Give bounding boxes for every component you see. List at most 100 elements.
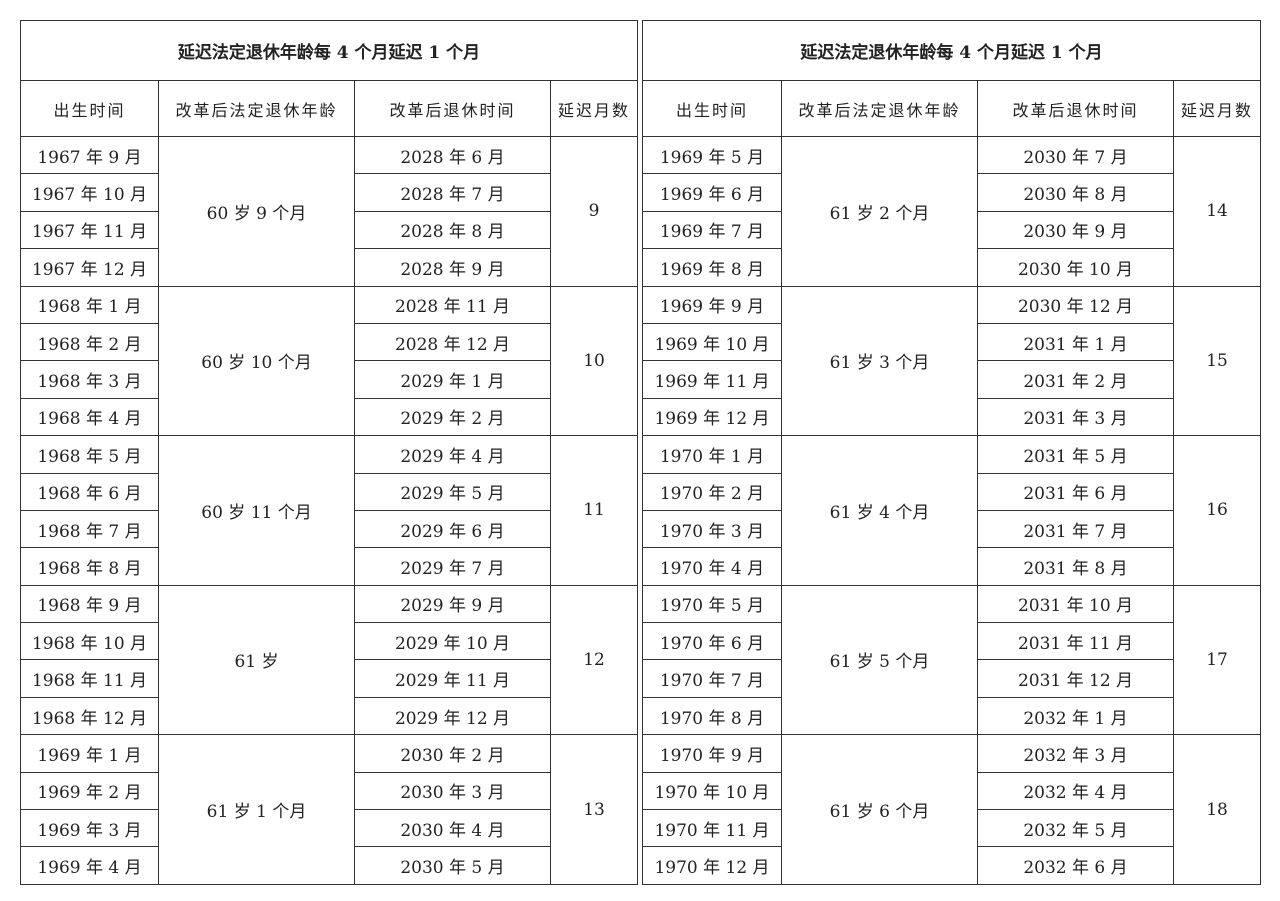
delay-months-cell: 14	[1172, 136, 1262, 287]
table-row: 1969 年 11 月 2031 年 2 月	[642, 360, 1261, 399]
retirement-date-cell: 2028 年 6 月	[354, 135, 551, 175]
birth-date-cell: 1970 年 6 月	[642, 622, 782, 661]
retirement-table-right: 延迟法定退休年龄每 4 个月延迟 1 个月 出生时间 改革后法定退休年龄 改革后退休时…	[641, 20, 1262, 885]
retirement-table-left: 延迟法定退休年龄每 4 个月延迟 1 个月 出生时间 改革后法定退休年龄 改革后退休时…	[19, 20, 639, 885]
table-title: 延迟法定退休年龄每 4 个月延迟 1 个月	[19, 20, 639, 81]
retirement-date-cell: 2031 年 10 月	[977, 584, 1174, 624]
retirement-age-cell: 60 岁 11 个月	[158, 435, 355, 586]
delay-months-cell: 10	[549, 285, 639, 437]
retirement-age-cell: 61 岁	[158, 584, 355, 736]
birth-date-cell: 1969 年 12 月	[642, 397, 782, 437]
birth-date-cell: 1969 年 6 月	[642, 173, 782, 212]
retirement-date-cell: 2029 年 4 月	[354, 435, 551, 474]
table-row: 1969 年 1 月 61 岁 1 个月 2030 年 2 月 13	[20, 734, 639, 885]
table-row: 1970 年 1 月 61 岁 4 个月 2031 年 5 月 16	[642, 435, 1262, 586]
table-row: 1969 年 9 月 61 岁 3 个月 2030 年 12 月 15	[642, 285, 1262, 437]
table-row: 1970 年 6 月 2031 年 11 月	[642, 622, 1261, 661]
table-row: 1968 年 8 月 2029 年 7 月	[20, 547, 638, 586]
birth-date-cell: 1969 年 3 月	[20, 809, 159, 848]
birth-date-cell: 1968 年 1 月	[20, 285, 159, 324]
table-row: 1968 年 6 月 2029 年 5 月	[20, 472, 638, 511]
birth-date-cell: 1969 年 9 月	[642, 285, 782, 324]
table-row: 1970 年 12 月 2032 年 6 月	[642, 846, 1261, 885]
retirement-date-cell: 2031 年 6 月	[977, 472, 1174, 511]
retirement-date-cell: 2031 年 5 月	[977, 435, 1174, 474]
retirement-date-cell: 2029 年 2 月	[354, 397, 551, 437]
birth-date-cell: 1970 年 7 月	[642, 659, 782, 698]
birth-date-cell: 1970 年 10 月	[642, 771, 782, 811]
delay-months-cell: 13	[549, 734, 639, 885]
retirement-date-cell: 2032 年 5 月	[977, 809, 1174, 848]
birth-date-cell: 1970 年 9 月	[642, 734, 782, 773]
retirement-date-cell: 2028 年 9 月	[354, 248, 551, 287]
birth-date-cell: 1967 年 11 月	[20, 210, 159, 250]
retirement-date-cell: 2030 年 12 月	[977, 285, 1174, 324]
birth-date-cell: 1970 年 8 月	[642, 696, 782, 736]
retirement-date-cell: 2030 年 8 月	[977, 173, 1174, 212]
birth-date-cell: 1969 年 11 月	[642, 360, 782, 399]
birth-date-cell: 1968 年 7 月	[20, 509, 159, 549]
retirement-date-cell: 2029 年 9 月	[354, 584, 551, 624]
birth-date-header: 出生时间	[20, 80, 159, 137]
birth-date-header: 出生时间	[642, 80, 782, 137]
table-row: 1970 年 4 月 2031 年 8 月	[642, 547, 1261, 586]
retirement-age-cell: 61 岁 1 个月	[158, 734, 355, 885]
table-row: 1968 年 11 月 2029 年 11 月	[20, 659, 638, 698]
birth-date-cell: 1970 年 3 月	[642, 509, 782, 549]
birth-date-cell: 1969 年 5 月	[642, 135, 782, 175]
table-row: 1970 年 7 月 2031 年 12 月	[642, 659, 1261, 698]
retirement-age-cell: 60 岁 10 个月	[158, 285, 355, 437]
delay-months-cell: 11	[549, 435, 639, 586]
birth-date-cell: 1968 年 9 月	[20, 584, 159, 624]
table-title: 延迟法定退休年龄每 4 个月延迟 1 个月	[641, 20, 1262, 81]
table-row: 1969 年 8 月 2030 年 10 月	[642, 248, 1261, 287]
birth-date-cell: 1968 年 3 月	[20, 360, 159, 399]
retirement-age-cell: 61 岁 5 个月	[781, 584, 978, 736]
retirement-age-header: 改革后法定退休年龄	[781, 80, 978, 137]
birth-date-cell: 1969 年 2 月	[20, 771, 159, 811]
retirement-date-cell: 2029 年 12 月	[354, 696, 551, 736]
birth-date-cell: 1968 年 8 月	[20, 547, 159, 586]
birth-date-cell: 1970 年 11 月	[642, 809, 782, 848]
birth-date-cell: 1969 年 7 月	[642, 210, 782, 250]
retirement-date-cell: 2031 年 7 月	[977, 509, 1174, 549]
birth-date-cell: 1969 年 4 月	[20, 846, 159, 885]
table-row: 1968 年 9 月 61 岁 2029 年 9 月 12	[20, 584, 639, 736]
retirement-date-cell: 2030 年 4 月	[354, 809, 551, 848]
delay-months-cell: 9	[549, 136, 639, 287]
table-row: 1970 年 5 月 61 岁 5 个月 2031 年 10 月 17	[642, 584, 1262, 736]
retirement-date-cell: 2031 年 11 月	[977, 622, 1174, 661]
table-row: 1970 年 3 月 2031 年 7 月	[642, 509, 1261, 549]
retirement-date-cell: 2029 年 11 月	[354, 659, 551, 698]
delay-months-header: 延迟月数	[1172, 80, 1262, 137]
retirement-date-cell: 2032 年 3 月	[977, 734, 1174, 773]
retirement-date-cell: 2031 年 12 月	[977, 659, 1174, 698]
birth-date-cell: 1968 年 5 月	[20, 435, 159, 474]
table-row: 1969 年 12 月 2031 年 3 月	[642, 397, 1261, 437]
retirement-date-cell: 2030 年 10 月	[977, 248, 1174, 287]
table-row: 1967 年 10 月 2028 年 7 月	[20, 173, 638, 212]
retirement-date-header: 改革后退休时间	[354, 80, 551, 137]
retirement-date-cell: 2028 年 8 月	[354, 210, 551, 250]
delay-months-cell: 12	[549, 584, 639, 736]
table-row: 1970 年 2 月 2031 年 6 月	[642, 472, 1261, 511]
birth-date-cell: 1969 年 1 月	[20, 734, 159, 773]
birth-date-cell: 1967 年 12 月	[20, 248, 159, 287]
birth-date-cell: 1970 年 1 月	[642, 435, 782, 474]
birth-date-cell: 1970 年 5 月	[642, 584, 782, 624]
birth-date-cell: 1968 年 11 月	[20, 659, 159, 698]
table-row: 1969 年 4 月 2030 年 5 月	[20, 846, 638, 885]
delay-months-header: 延迟月数	[549, 80, 639, 137]
retirement-age-cell: 61 岁 3 个月	[781, 285, 978, 437]
delay-months-cell: 16	[1172, 435, 1262, 586]
retirement-date-cell: 2031 年 3 月	[977, 397, 1174, 437]
table-row: 1968 年 10 月 2029 年 10 月	[20, 622, 638, 661]
retirement-age-cell: 61 岁 4 个月	[781, 435, 978, 586]
table-row: 1969 年 6 月 2030 年 8 月	[642, 173, 1261, 212]
retirement-date-cell: 2028 年 11 月	[354, 285, 551, 324]
table-row: 1968 年 7 月 2029 年 6 月	[20, 509, 638, 549]
birth-date-cell: 1969 年 10 月	[642, 322, 782, 362]
table-row: 1969 年 3 月 2030 年 4 月	[20, 809, 638, 848]
table-row: 1968 年 3 月 2029 年 1 月	[20, 360, 638, 399]
birth-date-cell: 1969 年 8 月	[642, 248, 782, 287]
